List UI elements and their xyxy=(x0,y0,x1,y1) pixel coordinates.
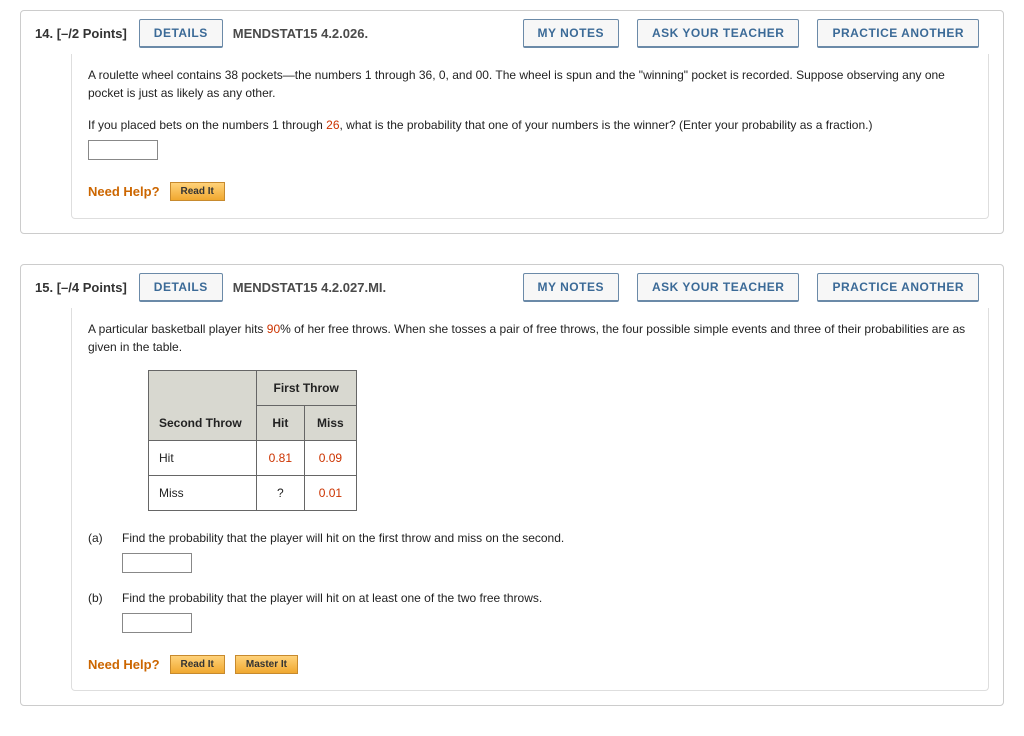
sub-question-a: (a) Find the probability that the player… xyxy=(88,529,972,573)
practice-another-button[interactable]: PRACTICE ANOTHER xyxy=(817,273,979,302)
details-button[interactable]: DETAILS xyxy=(139,19,223,48)
practice-another-button[interactable]: PRACTICE ANOTHER xyxy=(817,19,979,48)
need-help-label: Need Help? xyxy=(88,655,160,675)
question-body-wrap: A particular basketball player hits 90% … xyxy=(21,308,1003,706)
table-col-miss: Miss xyxy=(305,405,357,440)
details-button[interactable]: DETAILS xyxy=(139,273,223,302)
table-col-group-header: First Throw xyxy=(256,370,356,405)
q15-intro: A particular basketball player hits 90% … xyxy=(88,320,972,356)
question-content: A roulette wheel contains 38 pockets—the… xyxy=(71,54,989,219)
q15-intro-a: A particular basketball player hits xyxy=(88,322,267,336)
question-body-wrap: A roulette wheel contains 38 pockets—the… xyxy=(21,54,1003,233)
sub-q-content: Find the probability that the player wil… xyxy=(122,529,564,573)
question-header: 15. [–/4 Points] DETAILS MENDSTAT15 4.2.… xyxy=(21,265,1003,306)
q15b-answer-input[interactable] xyxy=(122,613,192,633)
q15-highlight-pct: 90 xyxy=(267,322,280,336)
question-header: 14. [–/2 Points] DETAILS MENDSTAT15 4.2.… xyxy=(21,11,1003,52)
q14-answer-input[interactable] xyxy=(88,140,158,160)
q14-highlight-number: 26 xyxy=(326,118,339,132)
q14-para2-a: If you placed bets on the numbers 1 thro… xyxy=(88,118,326,132)
question-number: 15. [–/4 Points] xyxy=(35,280,127,295)
q14-para1: A roulette wheel contains 38 pockets—the… xyxy=(88,66,972,102)
need-help-label: Need Help? xyxy=(88,182,160,202)
free-throw-table: Second Throw First Throw Hit Miss Hit 0.… xyxy=(148,370,357,511)
table-row: Hit 0.81 0.09 xyxy=(149,440,357,475)
question-content: A particular basketball player hits 90% … xyxy=(71,308,989,692)
table-col-hit: Hit xyxy=(256,405,304,440)
sub-q-text: Find the probability that the player wil… xyxy=(122,529,564,547)
table-cell: 0.81 xyxy=(256,440,304,475)
q-number-text: 14. xyxy=(35,26,53,41)
ask-teacher-button[interactable]: ASK YOUR TEACHER xyxy=(637,273,799,302)
table-cell: 0.01 xyxy=(305,475,357,510)
my-notes-button[interactable]: MY NOTES xyxy=(523,19,619,48)
question-ref: MENDSTAT15 4.2.027.MI. xyxy=(233,280,386,295)
table-row-hit-label: Hit xyxy=(149,440,257,475)
table-cell: 0.09 xyxy=(305,440,357,475)
question-number: 14. [–/2 Points] xyxy=(35,26,127,41)
q14-para2-b: , what is the probability that one of yo… xyxy=(340,118,873,132)
read-it-button[interactable]: Read It xyxy=(170,182,225,201)
table-cell-unknown: ? xyxy=(256,475,304,510)
question-15: 15. [–/4 Points] DETAILS MENDSTAT15 4.2.… xyxy=(20,264,1004,707)
need-help-row: Need Help? Read It Master It xyxy=(88,655,972,675)
sub-q-marker: (b) xyxy=(88,589,108,633)
need-help-row: Need Help? Read It xyxy=(88,182,972,202)
ask-teacher-button[interactable]: ASK YOUR TEACHER xyxy=(637,19,799,48)
q-points: [–/2 Points] xyxy=(57,26,127,41)
sub-q-marker: (a) xyxy=(88,529,108,573)
table-row: Miss ? 0.01 xyxy=(149,475,357,510)
sub-q-text: Find the probability that the player wil… xyxy=(122,589,542,607)
question-actions: MY NOTES ASK YOUR TEACHER PRACTICE ANOTH… xyxy=(523,19,990,48)
master-it-button[interactable]: Master It xyxy=(235,655,298,674)
table-row-miss-label: Miss xyxy=(149,475,257,510)
q15a-answer-input[interactable] xyxy=(122,553,192,573)
q-number-text: 15. xyxy=(35,280,53,295)
q-points: [–/4 Points] xyxy=(57,280,127,295)
sub-q-content: Find the probability that the player wil… xyxy=(122,589,542,633)
table-row-group-header: Second Throw xyxy=(149,370,257,440)
question-ref: MENDSTAT15 4.2.026. xyxy=(233,26,368,41)
read-it-button[interactable]: Read It xyxy=(170,655,225,674)
question-actions: MY NOTES ASK YOUR TEACHER PRACTICE ANOTH… xyxy=(523,273,990,302)
sub-question-b: (b) Find the probability that the player… xyxy=(88,589,972,633)
q14-para2: If you placed bets on the numbers 1 thro… xyxy=(88,116,972,160)
my-notes-button[interactable]: MY NOTES xyxy=(523,273,619,302)
question-14: 14. [–/2 Points] DETAILS MENDSTAT15 4.2.… xyxy=(20,10,1004,234)
